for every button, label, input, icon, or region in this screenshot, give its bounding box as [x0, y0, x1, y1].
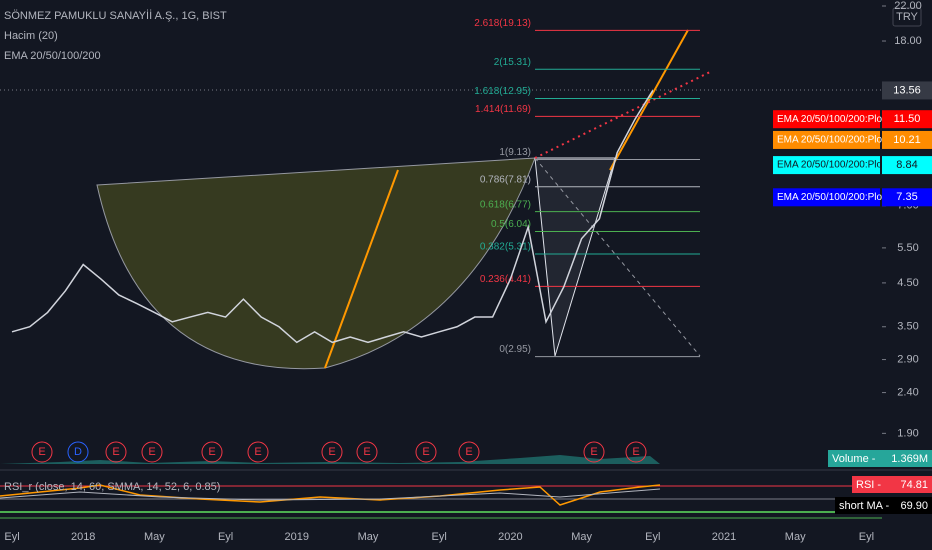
ema-value: 10.21 [893, 134, 921, 146]
y-tick-label: 3.50 [897, 321, 918, 333]
x-tick-label: May [785, 531, 806, 543]
currency-button[interactable] [892, 7, 922, 27]
y-tick-label: 1.90 [897, 427, 918, 439]
x-tick-label: 2018 [71, 531, 95, 543]
y-tick-label: 4.50 [897, 277, 918, 289]
volume-legend: Hacim (20) [4, 30, 58, 42]
x-tick-label: Eyl [859, 531, 874, 543]
ema-legend: EMA 20/50/100/200 [4, 50, 101, 62]
ema-label-name: EMA 20/50/100/200:Plot - [777, 160, 891, 171]
ma-label-bg [835, 497, 932, 514]
event-marker [141, 441, 163, 463]
event-marker [31, 441, 53, 463]
rsi-legend: RSI_r (close, 14, 60, SMMA, 14, 52, 6, 0… [4, 481, 220, 493]
y-tick-label: 18.00 [894, 35, 922, 47]
target-line [609, 29, 689, 171]
fib-label: 0.618(6.77) [480, 199, 531, 210]
fib-label: 1.618(12.95) [474, 86, 531, 97]
event-label: E [632, 446, 639, 458]
ema-value: 11.50 [894, 113, 921, 125]
ema-label-bg [773, 110, 880, 129]
event-marker [356, 441, 378, 463]
ema-label-bg [773, 156, 880, 175]
ema-value-bg [882, 188, 932, 207]
ema-label-name: EMA 20/50/100/200:Plot - [777, 114, 891, 125]
x-tick-label: Eyl [645, 531, 660, 543]
currency-label[interactable]: TRY [896, 11, 918, 23]
x-tick-label: May [358, 531, 379, 543]
ma-value: 69.90 [900, 500, 928, 512]
event-label: E [363, 446, 370, 458]
event-marker [105, 441, 127, 463]
fib-label: 2(15.31) [494, 57, 531, 68]
fib-label: 2.618(19.13) [474, 18, 531, 29]
cup-pattern [96, 157, 536, 370]
price-label: 13.56 [893, 84, 921, 96]
event-marker [321, 441, 343, 463]
event-label: E [148, 446, 155, 458]
event-marker [67, 441, 89, 463]
event-marker [583, 441, 605, 463]
price-label-bg [882, 81, 932, 100]
x-tick-label: 2019 [285, 531, 309, 543]
symbol-title: SÖNMEZ PAMUKLU SANAYİİ A.Ş., 1G, BIST [4, 9, 227, 22]
volume-bars [0, 455, 660, 464]
ema-label-name: EMA 20/50/100/200:Plot - [777, 192, 891, 203]
rsi-ma-line [0, 488, 661, 501]
x-tick-label: 2021 [712, 531, 736, 543]
rsi-value: 74.81 [900, 479, 928, 491]
y-tick-label: 2.90 [897, 353, 918, 365]
event-label: E [465, 446, 472, 458]
volume-name: Volume - [832, 453, 876, 465]
fib-label: 1.414(11.69) [475, 104, 531, 115]
x-tick-label: Eyl [218, 531, 233, 543]
fib-label: 0.382(5.31) [480, 242, 531, 253]
rsi-name: RSI - [856, 479, 881, 491]
x-tick-label: May [144, 531, 165, 543]
y-tick-label: 2.40 [897, 386, 918, 398]
y-tick-label: 22.00 [894, 0, 922, 12]
fib-label: 1(9.13) [499, 147, 531, 158]
ema-label-bg [773, 188, 880, 207]
event-label: E [422, 446, 429, 458]
event-label: E [112, 446, 119, 458]
ema-label-bg [773, 130, 880, 149]
x-tick-label: May [571, 531, 592, 543]
price-line [11, 90, 654, 344]
event-label: D [74, 446, 82, 458]
x-tick-label: Eyl [432, 531, 447, 543]
event-marker [458, 441, 480, 463]
x-tick-label: Eyl [4, 531, 19, 543]
event-label: E [328, 446, 335, 458]
fib-label: 0.786(7.81) [480, 174, 531, 185]
event-label: E [208, 446, 215, 458]
event-marker [625, 441, 647, 463]
ema-value-bg [882, 156, 932, 175]
trend-line [534, 71, 711, 159]
event-label: E [254, 446, 261, 458]
ema-value-bg [882, 110, 932, 129]
event-marker [201, 441, 223, 463]
projection-line [534, 157, 701, 357]
volume-value: 1.369M [891, 453, 928, 465]
fib-label: 0.5(6.04) [491, 219, 531, 230]
ema-value-bg [882, 130, 932, 149]
event-label: E [38, 446, 45, 458]
cup-depth-line [324, 169, 399, 369]
x-tick-label: 2020 [498, 531, 522, 543]
rsi-label-bg [852, 476, 932, 493]
event-marker [247, 441, 269, 463]
ema-label-name: EMA 20/50/100/200:Plot - [777, 135, 891, 146]
fib-label: 0.236(4.41) [480, 274, 531, 285]
y-tick-label: 5.50 [897, 242, 918, 254]
volume-label-bg [828, 450, 932, 467]
event-marker [415, 441, 437, 463]
ema-value: 7.35 [896, 191, 917, 203]
event-label: E [590, 446, 597, 458]
ema-value: 8.84 [896, 159, 917, 171]
rsi-line [0, 484, 661, 506]
fib-label: 0(2.95) [499, 344, 531, 355]
ma-name: short MA - [839, 500, 889, 512]
